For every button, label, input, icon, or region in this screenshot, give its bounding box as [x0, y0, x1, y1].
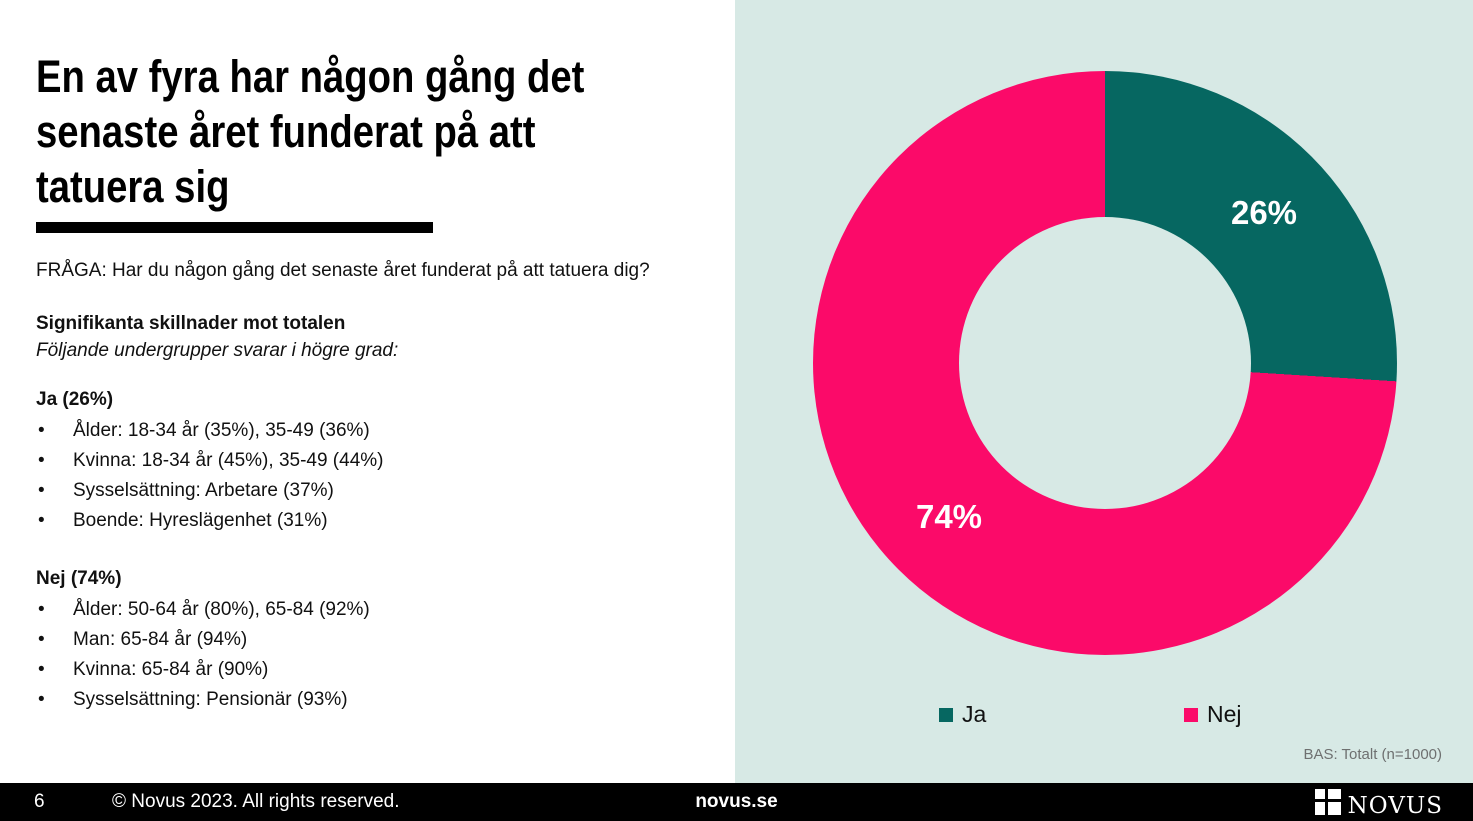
copyright-text: © Novus 2023. All rights reserved. — [112, 791, 400, 812]
list-item: Ålder: 18-34 år (35%), 35-49 (36%) — [36, 419, 696, 442]
title-line-3: tatuera sig — [36, 161, 230, 212]
list-item: Man: 65-84 år (94%) — [36, 628, 696, 651]
list-item: Boende: Hyreslägenhet (31%) — [36, 509, 696, 532]
list-item: Sysselsättning: Arbetare (37%) — [36, 479, 696, 502]
novus-blocks-icon — [1314, 789, 1341, 815]
base-note: BAS: Totalt (n=1000) — [1303, 746, 1442, 763]
title-line-2: senaste året funderat på att — [36, 106, 536, 157]
page-title: En av fyra har någon gång det senaste år… — [36, 49, 597, 214]
bullet-list-nej: Ålder: 50-64 år (80%), 65-84 (92%) Man: … — [36, 598, 696, 711]
slide-number: 6 — [34, 791, 45, 812]
survey-question: FRÅGA: Har du någon gång det senaste åre… — [36, 260, 650, 281]
novus-logo: novus — [1314, 782, 1443, 821]
title-line-1: En av fyra har någon gång det — [36, 51, 585, 102]
list-item: Ålder: 50-64 år (80%), 65-84 (92%) — [36, 598, 696, 621]
text-block: FRÅGA: Har du någon gång det senaste åre… — [36, 259, 696, 711]
bullet-list-ja: Ålder: 18-34 år (35%), 35-49 (36%) Kvinn… — [36, 419, 696, 532]
legend-item-ja: Ja — [939, 701, 986, 728]
slice-label-ja: 26% — [1230, 194, 1298, 231]
title-underline-bar — [36, 222, 433, 233]
slice-label-nej: 74% — [915, 498, 983, 535]
website-text: novus.se — [695, 791, 778, 812]
subgroups-note: Följande undergrupper svarar i högre gra… — [36, 340, 399, 361]
list-item: Kvinna: 65-84 år (90%) — [36, 658, 696, 681]
group-heading-ja: Ja (26%) — [36, 389, 114, 410]
legend-item-nej: Nej — [1184, 701, 1242, 728]
legend-label-nej: Nej — [1207, 701, 1242, 727]
legend-label-ja: Ja — [962, 701, 987, 727]
group-heading-nej: Nej (74%) — [36, 568, 122, 589]
novus-logo-text: novus — [1347, 782, 1443, 821]
list-item: Kvinna: 18-34 år (45%), 35-49 (44%) — [36, 449, 696, 472]
list-item: Sysselsättning: Pensionär (93%) — [36, 688, 696, 711]
left-pane: En av fyra har någon gång det senaste år… — [0, 0, 735, 783]
significant-differences-heading: Signifikanta skillnader mot totalen — [36, 313, 346, 334]
chart-panel: 26% 74% Ja Nej BAS: Totalt (n=1000) — [735, 0, 1473, 783]
legend-swatch-nej — [1184, 707, 1198, 722]
legend-swatch-ja — [939, 707, 953, 722]
donut-hole — [959, 217, 1251, 509]
footer-bar: 6 © Novus 2023. All rights reserved. nov… — [0, 783, 1473, 821]
